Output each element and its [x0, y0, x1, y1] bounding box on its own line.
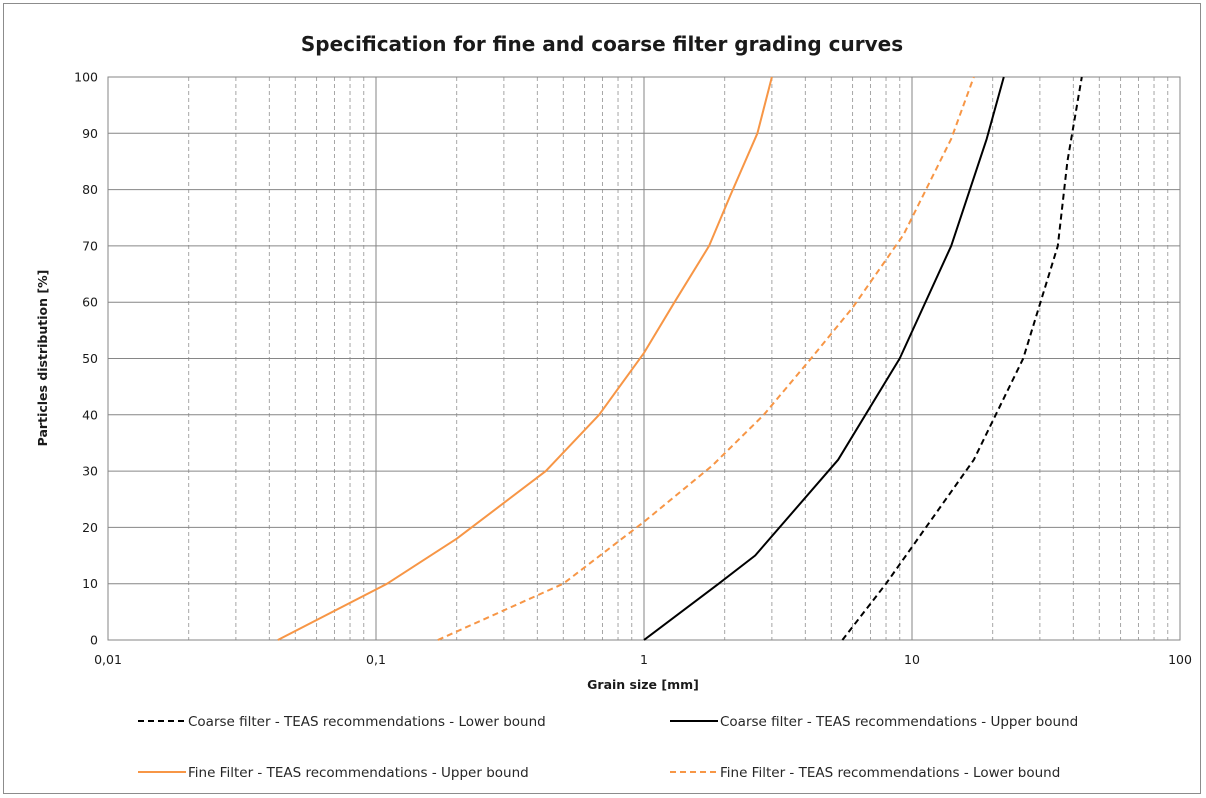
chart-title: Specification for fine and coarse filter… [301, 32, 903, 56]
x-tick-label: 100 [1168, 652, 1192, 667]
y-tick-label: 60 [82, 295, 98, 310]
legend-entry: Fine Filter - TEAS recommendations - Upp… [188, 765, 529, 781]
legend-entry: Fine Filter - TEAS recommendations - Low… [720, 765, 1060, 781]
y-tick-label: 20 [82, 520, 98, 535]
y-axis-label: Particles distribution [%] [35, 270, 50, 447]
series-line-2 [643, 76, 1005, 641]
x-tick-label: 10 [904, 652, 920, 667]
series-lines [277, 76, 1083, 641]
legend: Coarse filter - TEAS recommendations - L… [138, 714, 1078, 781]
y-tick-label: 10 [82, 576, 98, 591]
y-tick-label: 30 [82, 464, 98, 479]
y-tick-label: 90 [82, 126, 98, 141]
chart-area [3, 3, 1201, 794]
x-axis-label: Grain size [mm] [587, 677, 699, 692]
legend-entry: Coarse filter - TEAS recommendations - U… [720, 714, 1078, 730]
gridlines [107, 76, 1181, 641]
x-tick-label: 0,1 [366, 652, 386, 667]
series-line-4 [437, 76, 975, 641]
legend-entry: Coarse filter - TEAS recommendations - L… [188, 714, 546, 730]
x-tick-label: 1 [640, 652, 648, 667]
y-tick-label: 80 [82, 182, 98, 197]
y-tick-label: 50 [82, 351, 98, 366]
series-line-1 [841, 76, 1083, 641]
y-axis-tick-labels: 0 10 20 30 40 50 60 70 80 90 100 [74, 70, 98, 648]
y-tick-label: 100 [74, 70, 98, 85]
y-tick-label: 40 [82, 407, 98, 422]
series-line-3 [277, 76, 773, 641]
y-tick-label: 70 [82, 238, 98, 253]
x-axis-tick-labels: 0,01 0,1 1 10 100 [94, 652, 1192, 667]
x-tick-label: 0,01 [94, 652, 122, 667]
y-tick-label: 0 [90, 633, 98, 648]
